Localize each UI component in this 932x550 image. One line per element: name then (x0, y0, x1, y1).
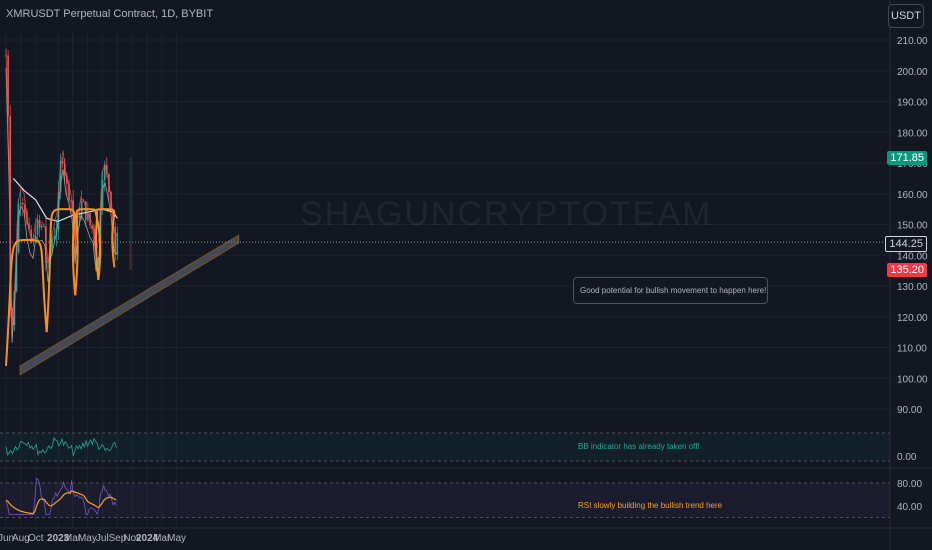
x-tick-label: Jul (96, 533, 109, 544)
x-tick-label: May (167, 533, 186, 544)
rsi-band (0, 483, 890, 518)
candle-body (70, 200, 72, 202)
candle-body (45, 226, 47, 263)
bb-band (0, 433, 890, 461)
candle-body (87, 213, 89, 221)
candle-body (68, 183, 70, 201)
candle-body (72, 200, 74, 217)
currency-button[interactable]: USDT (888, 4, 924, 28)
candle-body (97, 258, 100, 269)
bb-line (5, 436, 117, 458)
rounded-arc (5, 238, 48, 367)
x-tick-label: May (78, 533, 97, 544)
y-tick-label: 110.00 (897, 344, 927, 355)
y-tick-label: 120.00 (897, 313, 928, 324)
x-tick-label: Jun (0, 533, 14, 544)
candle-body (19, 202, 22, 205)
candle-body (59, 161, 62, 193)
x-tick-label: Aug (12, 533, 30, 544)
bb-tick-label: 0.00 (897, 452, 917, 463)
rounded-bottom-arcs (5, 208, 116, 367)
candle-body (110, 192, 112, 210)
candle-body (51, 238, 53, 253)
candle-body (101, 180, 104, 210)
candle-body (28, 223, 30, 230)
candle-body (116, 232, 119, 255)
y-tick-label: 210.00 (897, 36, 928, 47)
candle-body (78, 215, 81, 218)
rounded-arc (45, 208, 77, 333)
candle-body (24, 204, 26, 212)
candle-body (30, 229, 32, 243)
x-tick-label: 2023 (47, 533, 70, 544)
y-tick-label: 140.00 (897, 251, 928, 262)
rsi-line (5, 477, 117, 516)
bb-annotation: BB indicator has already taken off! (578, 442, 700, 451)
x-tick-label: 2024 (136, 533, 159, 544)
ma-200 (12, 177, 118, 223)
x-tick-label: Oct (28, 533, 44, 544)
candle-body (38, 219, 41, 228)
rsi-tick-label: 80.00 (897, 479, 922, 490)
position-zone (0, 157, 890, 271)
short-zone (129, 242, 132, 271)
candle-body (7, 55, 9, 116)
ma-50 (5, 67, 118, 343)
candle-body (114, 226, 116, 255)
y-tick-label: 100.00 (897, 374, 928, 385)
candle-body (17, 204, 20, 252)
candle-body (36, 219, 39, 235)
y-tick-label: 180.00 (897, 128, 928, 139)
x-tick-label: Nov (123, 533, 141, 544)
candle-body (15, 251, 18, 291)
chart-title: XMRUSDT Perpetual Contract, 1D, BYBIT (6, 8, 214, 20)
y-tick-label: 200.00 (897, 67, 928, 78)
y-tick-label: 190.00 (897, 98, 928, 109)
rounded-arc (74, 208, 100, 296)
candle-body (40, 225, 43, 228)
y-tick-label: 150.00 (897, 221, 928, 232)
rsi-tick-label: 40.00 (897, 502, 922, 513)
target-price-tag: 171.85 (887, 151, 927, 165)
stop-price-tag: 135.20 (887, 263, 927, 277)
ma-fast (5, 49, 118, 325)
x-tick-label: Mar (64, 533, 82, 544)
x-tick-label: Sep (108, 533, 126, 544)
rsi-annotation: RSI slowly building the bullish trend he… (578, 501, 723, 510)
candle-body (64, 163, 66, 176)
candle-body (34, 234, 37, 239)
candle-body (106, 164, 108, 174)
rsi-ma-line (5, 490, 117, 515)
current-price-tag: 144.25 (885, 236, 927, 252)
candle-body (22, 202, 24, 205)
x-tick-label: Mar (153, 533, 171, 544)
y-tick-label: 130.00 (897, 282, 928, 293)
long-zone (129, 157, 132, 243)
trendline (19, 234, 240, 376)
rounded-arc (94, 208, 116, 280)
y-tick-label: 90.00 (897, 405, 922, 416)
moving-averages (5, 49, 118, 343)
bb-panel (0, 432, 932, 469)
watermark: SHAGUNCRYPTOTEAM (300, 195, 713, 233)
candle-body (74, 216, 77, 255)
candle-body (103, 164, 106, 181)
candle-body (85, 201, 87, 221)
y-tick-label: 160.00 (897, 190, 928, 201)
rsi-panel (0, 477, 932, 529)
candle-body (53, 236, 56, 239)
price-annotation-box[interactable] (573, 277, 768, 304)
trendline-band (19, 234, 240, 376)
candle-body (61, 161, 64, 164)
candle-body (91, 225, 93, 229)
candle-body (99, 209, 102, 259)
price-annotation: Good potential for bullish movement to h… (580, 286, 767, 295)
